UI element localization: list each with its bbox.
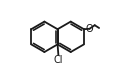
- Text: Cl: Cl: [54, 55, 63, 65]
- Text: O: O: [86, 24, 93, 34]
